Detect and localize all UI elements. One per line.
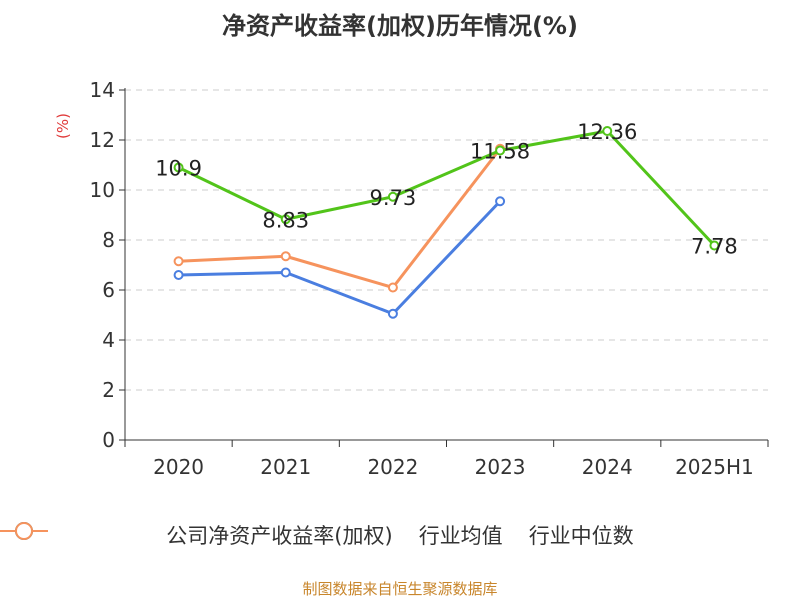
data-point-s0-5 (709, 240, 720, 251)
legend-swatch-industry-median (0, 522, 48, 540)
chart-title: 净资产收益率(加权)历年情况(%) (222, 12, 578, 40)
data-point-s2-0 (173, 256, 184, 267)
data-label: 8.83 (262, 208, 309, 232)
legend-item-industry-median[interactable]: 行业中位数 (0, 520, 634, 550)
data-point-s1-0 (173, 270, 184, 280)
y-tick-label: 4 (102, 328, 115, 352)
y-tick-label: 10 (90, 178, 115, 202)
data-point-s1-2 (387, 308, 398, 319)
data-point-s0-4 (602, 126, 613, 136)
y-tick-label: 8 (102, 228, 115, 252)
data-point-s0-1 (280, 214, 291, 225)
y-axis-label: (%) (54, 113, 72, 139)
legend: 公司净资产收益率(加权) 行业均值 行业中位数 (0, 520, 800, 550)
x-tick-label: 2022 (367, 455, 418, 479)
data-label: 7.78 (691, 235, 738, 259)
x-tick-label: 2023 (475, 455, 526, 479)
data-point-s2-1 (280, 251, 291, 262)
data-point-s2-2 (387, 282, 398, 293)
legend-item-company[interactable]: 公司净资产收益率(加权) (0, 520, 393, 550)
y-tick-label: 14 (90, 78, 115, 102)
data-point-s1-3 (495, 196, 506, 207)
data-label: 11.58 (470, 140, 530, 164)
data-label: 12.36 (577, 120, 637, 144)
legend-label-industry-median: 行业中位数 (528, 524, 634, 548)
data-point-s0-3 (495, 145, 506, 156)
series-line-0 (177, 129, 716, 247)
source-footer: 制图数据来自恒生聚源数据库 (302, 580, 498, 598)
data-point-s0-0 (173, 162, 184, 173)
data-label: 9.73 (370, 186, 417, 210)
y-tick-label: 6 (102, 278, 115, 302)
legend-item-industry-avg[interactable]: 行业均值 (0, 520, 503, 550)
y-tick-label: 12 (90, 128, 115, 152)
legend-label-company: 公司净资产收益率(加权) (166, 524, 393, 548)
series-line-1 (178, 200, 502, 316)
data-point-s0-2 (387, 191, 398, 202)
y-tick-label: 0 (102, 428, 115, 452)
data-point-s1-1 (280, 267, 291, 278)
series-line-2 (178, 147, 502, 289)
legend-label-industry-avg: 行业均值 (418, 524, 503, 548)
y-tick-label: 2 (102, 378, 115, 402)
x-tick-label: 2020 (153, 455, 204, 479)
x-tick-label: 2021 (260, 455, 311, 479)
x-tick-label: 2025H1 (675, 455, 754, 479)
x-tick-label: 2024 (582, 455, 633, 479)
data-label: 10.9 (155, 157, 202, 181)
